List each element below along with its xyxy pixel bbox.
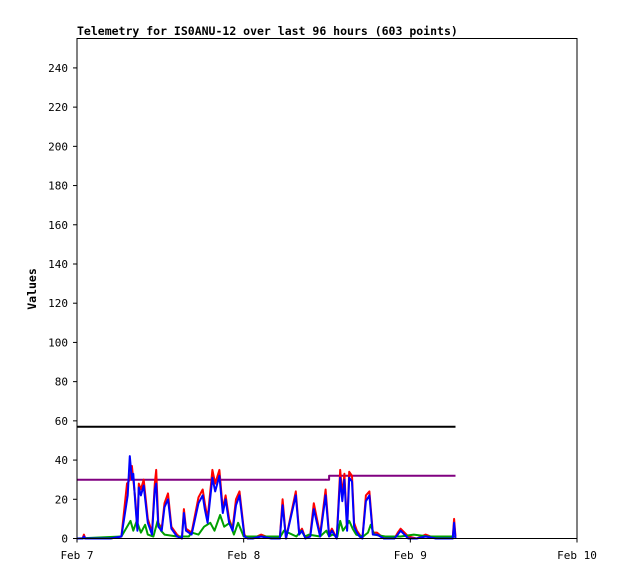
series-line-1 bbox=[77, 474, 456, 481]
series-line-4 bbox=[77, 455, 457, 540]
y-tick-label: 140 bbox=[48, 258, 68, 271]
y-tick-label: 100 bbox=[48, 336, 68, 349]
y-tick-label: 20 bbox=[55, 493, 68, 506]
x-tick-label: Feb 8 bbox=[227, 549, 260, 562]
y-tick-label: 0 bbox=[61, 533, 68, 546]
y-tick-label: 240 bbox=[48, 62, 68, 75]
chart-title: Telemetry for IS0ANU-12 over last 96 hou… bbox=[77, 24, 458, 38]
y-tick-label: 80 bbox=[55, 376, 68, 389]
plot-frame bbox=[76, 38, 578, 539]
y-tick-label: 220 bbox=[48, 101, 68, 114]
y-tick-label: 160 bbox=[48, 219, 68, 232]
y-tick-label: 180 bbox=[48, 180, 68, 193]
x-tick-label: Feb 10 bbox=[557, 549, 597, 562]
y-axis-label: Values bbox=[25, 268, 39, 310]
axes-layer: 0 20 40 60 80 100 120 140 160 180 200 220 240 Feb 7 Fe… bbox=[48, 62, 597, 562]
series-layer bbox=[76, 425, 457, 540]
y-tick-label: 120 bbox=[48, 297, 68, 310]
x-tick-label: Feb 7 bbox=[60, 549, 93, 562]
y-tick-label: 40 bbox=[55, 454, 68, 467]
y-tick-label: 200 bbox=[48, 140, 68, 153]
x-tick-label: Feb 9 bbox=[394, 549, 427, 562]
y-tick-label: 60 bbox=[55, 415, 68, 428]
